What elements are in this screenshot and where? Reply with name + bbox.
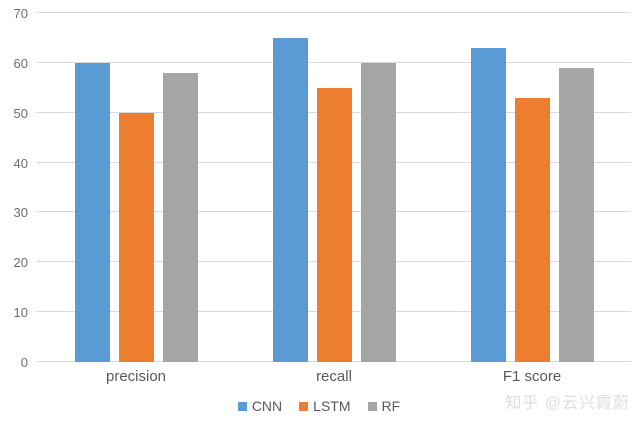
x-category-label: recall: [316, 368, 352, 385]
legend-item-lstm: LSTM: [299, 398, 351, 414]
chart-legend: CNN LSTM RF: [0, 398, 638, 414]
y-tick-label: 60: [13, 55, 28, 71]
gridline: [37, 61, 631, 63]
legend-marker-icon: [367, 401, 377, 411]
legend-marker-icon: [237, 401, 247, 411]
legend-item-cnn: CNN: [237, 398, 283, 414]
y-tick-label: 40: [13, 155, 28, 171]
y-tick-label: 50: [13, 105, 28, 121]
bar-rf-recall: [360, 62, 396, 362]
y-tick-label: 70: [13, 6, 28, 21]
bar-group-f1-score: [433, 13, 631, 362]
x-category-label: precision: [105, 368, 167, 385]
legend-label: RF: [381, 398, 401, 414]
bar-cnn-f1-score: [470, 47, 506, 362]
x-axis-labels: precision recall F1 score: [37, 368, 631, 385]
y-tick-label: 20: [13, 255, 28, 271]
legend-item-rf: RF: [367, 398, 401, 414]
y-tick-label: 0: [20, 355, 28, 370]
legend-label: CNN: [251, 398, 283, 414]
legend-marker-icon: [299, 401, 309, 411]
plot-area: [37, 12, 631, 362]
y-tick-label: 30: [13, 205, 28, 221]
bar-cnn-recall: [272, 37, 308, 362]
gridline: [37, 12, 631, 13]
bar-lstm-f1-score: [514, 97, 550, 362]
y-axis-labels: 0 10 20 30 40 50 60 70: [0, 0, 28, 421]
bar-group-precision: [37, 13, 235, 362]
x-category-label: F1 score: [502, 368, 562, 385]
bar-group-recall: [235, 13, 433, 362]
bar-groups: [37, 13, 631, 362]
bar-lstm-recall: [316, 87, 352, 362]
bar-cnn-precision: [74, 62, 110, 362]
y-tick-label: 10: [13, 305, 28, 321]
bar-lstm-precision: [118, 112, 154, 362]
bar-rf-precision: [162, 72, 198, 362]
bar-rf-f1-score: [558, 67, 594, 362]
legend-label: LSTM: [313, 398, 351, 414]
zhihu-watermark: 知乎 @云兴霞蔚: [505, 395, 630, 412]
